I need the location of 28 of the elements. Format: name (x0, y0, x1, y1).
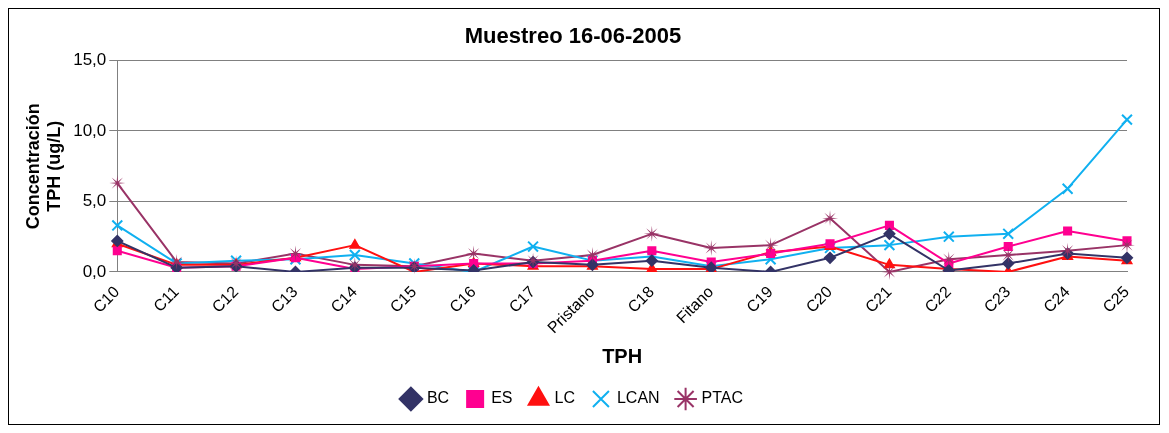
legend-label: LCAN (616, 389, 660, 407)
x-tick-label: C19 (743, 282, 776, 316)
x-tick-label: C11 (149, 282, 182, 315)
legend-label: PTAC (701, 389, 744, 407)
x-tick-label: C20 (802, 282, 836, 316)
x-tick-label: C10 (89, 282, 123, 316)
y-tick-label: 15,0 (73, 50, 107, 70)
x-tick-label: C13 (267, 282, 301, 316)
x-tick-label: C18 (624, 282, 658, 316)
x-tick-label: C15 (386, 282, 420, 316)
x-tick-label: C23 (980, 282, 1014, 316)
y-tick-label: 5,0 (82, 191, 107, 211)
x-tick-label: C25 (1099, 282, 1133, 316)
y-tick-label: 10,0 (73, 120, 107, 140)
x-tick-label: C14 (327, 282, 361, 316)
y-axis-title: Concentración TPH (ug/L) (22, 103, 65, 230)
x-tick-label: C24 (1040, 282, 1073, 316)
legend-label: LC (554, 389, 575, 407)
x-axis-title: TPH (602, 344, 643, 367)
x-tick-label: C16 (446, 282, 479, 316)
x-tick-label: C12 (208, 282, 242, 316)
x-tick-label: C21 (861, 282, 895, 316)
y-tick-label: 0,0 (82, 261, 107, 281)
legend-label: ES (491, 389, 513, 407)
x-tick-label: C22 (921, 282, 955, 316)
legend-label: BC (426, 389, 450, 407)
chart-title: Muestreo 16-06-2005 (464, 23, 682, 49)
x-tick-label: C17 (505, 282, 539, 316)
